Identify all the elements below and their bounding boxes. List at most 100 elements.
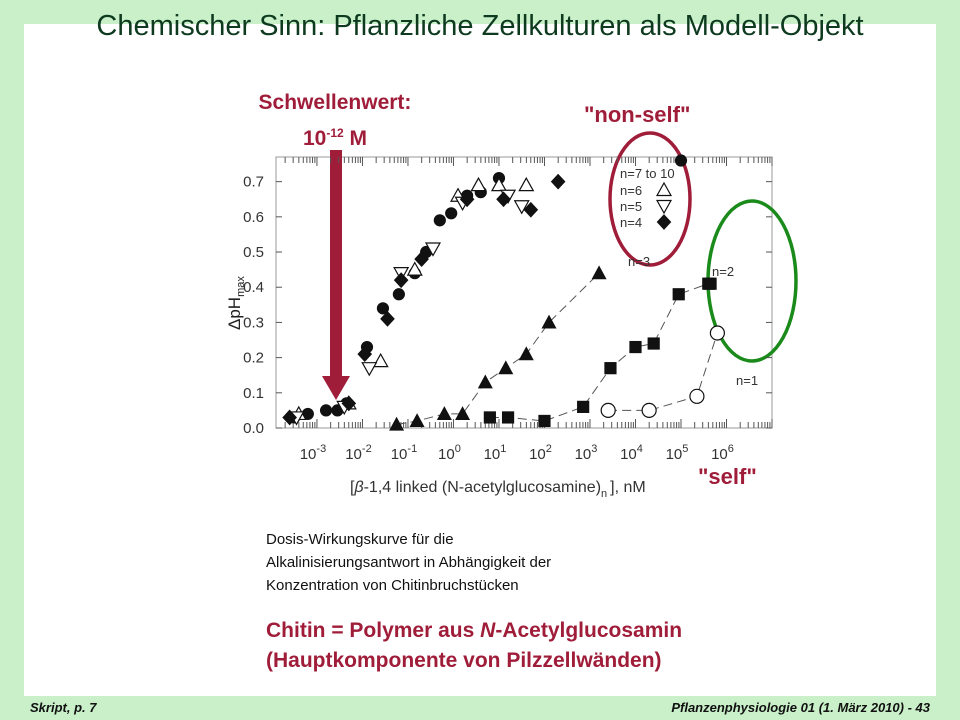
data-point-series-4 — [436, 406, 452, 421]
y-tick-label: 0.5 — [243, 244, 264, 261]
data-point-series-5 — [647, 337, 660, 350]
data-point-series-0 — [433, 214, 446, 227]
legend-label: n=6 — [620, 183, 642, 198]
plot-frame — [275, 156, 773, 429]
data-point-series-1 — [518, 176, 535, 192]
data-point-series-1 — [490, 176, 507, 192]
data-point-series-3 — [550, 173, 566, 190]
x-tick-exponent: 6 — [728, 443, 734, 455]
legend-marker — [655, 199, 673, 215]
data-point-series-6 — [641, 402, 657, 419]
x-tick-base: 10 — [711, 446, 728, 463]
y-tick-label: 0.3 — [243, 314, 264, 331]
legend-label: n=5 — [620, 199, 642, 214]
fit-curve-n=1 — [608, 332, 718, 411]
chitin-line-1: Chitin = Polymer aus N-Acetylglucosamin — [266, 616, 906, 646]
chitin-suffix: -Acetylglucosamin — [495, 619, 683, 642]
legend-label: n=7 to 10 — [620, 166, 675, 181]
y-tick-label: 0.4 — [243, 279, 264, 296]
y-tick-label: 0.1 — [243, 385, 264, 402]
x-axis-title-sub: n — [601, 488, 607, 500]
data-point-series-3 — [282, 409, 297, 426]
self-label: "self" — [698, 464, 757, 489]
x-tick-base: 10 — [529, 446, 546, 463]
data-point-series-0 — [674, 154, 688, 167]
x-tick-exponent: 2 — [546, 443, 552, 455]
legend-marker — [656, 214, 672, 230]
data-point-series-1 — [470, 176, 487, 192]
threshold-label: Schwellenwert: 10-12 M — [210, 88, 460, 154]
x-axis-title-pre: [ — [350, 479, 355, 496]
x-axis-title: [β-1,4 linked (N-acetylglucosamine)n], n… — [350, 479, 646, 500]
caption-line-3: Konzentration von Chitinbruchstücken — [266, 577, 519, 594]
fit-curve-n=2 — [489, 283, 711, 422]
threshold-base: 10 — [302, 127, 327, 150]
slide-panel — [24, 24, 936, 696]
y-axis-title: ΔpHmax — [225, 276, 247, 330]
x-tick-label: 105 — [666, 443, 689, 463]
data-point-series-6 — [689, 388, 705, 404]
data-point-series-5 — [629, 340, 642, 354]
threshold-line1: Schwellenwert: — [258, 91, 412, 114]
footer-left: Skript, p. 7 — [30, 700, 97, 715]
data-point-series-5 — [501, 411, 515, 424]
x-tick-base: 10 — [575, 446, 592, 463]
x-tick-label: 106 — [711, 443, 734, 463]
threshold-unit: M — [349, 127, 368, 150]
x-tick-exponent: -3 — [316, 443, 326, 455]
legend-label: n=4 — [620, 215, 642, 230]
legend-marker — [655, 181, 673, 197]
x-tick-exponent: -2 — [362, 443, 372, 455]
x-tick-exponent: -1 — [407, 443, 417, 455]
x-tick-base: 10 — [345, 446, 362, 463]
x-tick-base: 10 — [438, 446, 455, 463]
nonself-ellipse — [608, 131, 692, 267]
data-point-series-3 — [523, 201, 539, 218]
y-axis-title-sub: max — [235, 276, 247, 297]
x-tick-label: 104 — [620, 443, 643, 463]
data-point-series-0 — [392, 288, 405, 301]
chitin-prefix: Chitin = Polymer aus — [266, 619, 481, 642]
x-tick-label: 101 — [484, 443, 507, 463]
curve-label: n=3 — [628, 254, 650, 269]
data-point-series-6 — [709, 325, 725, 341]
x-tick-exponent: 3 — [591, 443, 597, 455]
caption-line-1: Dosis-Wirkungskurve für die — [266, 531, 454, 548]
chitin-note: Chitin = Polymer aus N-Acetylglucosamin … — [266, 616, 906, 676]
data-point-series-4 — [591, 265, 607, 280]
y-tick-label: 0.7 — [243, 174, 264, 191]
y-tick-label: 0.6 — [243, 209, 264, 226]
x-tick-exponent: 0 — [455, 443, 461, 455]
x-tick-label: 102 — [529, 443, 552, 463]
data-point-series-3 — [414, 251, 429, 267]
data-point-series-0 — [376, 302, 390, 315]
fit-curve-n=3 — [396, 272, 600, 425]
footer-right: Pflanzenphysiologie 01 (1. März 2010) - … — [671, 700, 930, 715]
threshold-arrow — [322, 150, 350, 400]
data-point-series-4 — [541, 314, 557, 329]
data-point-series-1 — [406, 261, 423, 276]
x-tick-base: 10 — [620, 446, 637, 463]
data-point-series-2 — [424, 242, 442, 257]
y-tick-label: 0.2 — [243, 350, 264, 367]
x-tick-label: 10-1 — [391, 443, 417, 463]
data-point-series-3 — [459, 191, 475, 208]
threshold-arrow-shaft — [330, 150, 342, 378]
x-tick-label: 100 — [438, 443, 461, 463]
curve-label: n=1 — [736, 373, 758, 388]
data-point-series-6 — [600, 402, 616, 419]
data-point-series-0 — [319, 404, 333, 417]
data-point-series-5 — [483, 411, 496, 424]
caption-line-2: Alkalinisierungsantwort in Abhängigkeit … — [266, 554, 552, 571]
data-point-series-3 — [341, 395, 357, 412]
data-point-series-3 — [393, 272, 409, 289]
threshold-exponent: -12 — [326, 126, 344, 140]
data-point-series-5 — [604, 362, 617, 375]
data-point-series-5 — [577, 400, 590, 413]
chitin-italic: N — [480, 619, 496, 642]
y-axis-title-main: ΔpH — [225, 297, 244, 330]
curve-label: n=2 — [712, 264, 734, 279]
threshold-arrow-head — [322, 376, 350, 400]
x-tick-exponent: 5 — [682, 443, 688, 455]
data-point-series-4 — [455, 406, 471, 421]
